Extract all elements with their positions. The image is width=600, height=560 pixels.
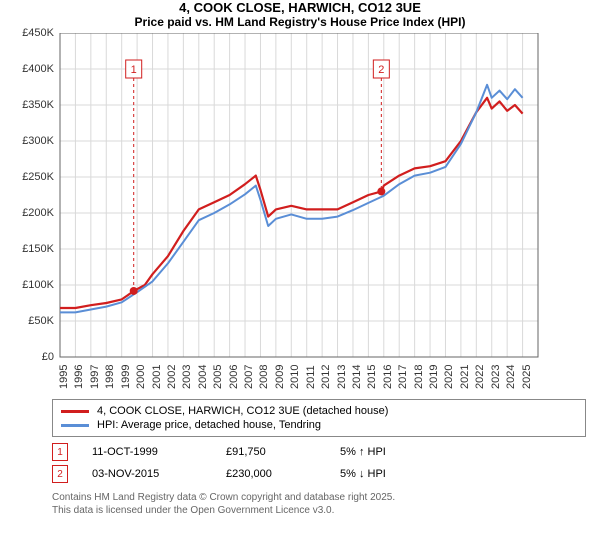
x-tick-label: 2005 xyxy=(212,365,224,389)
line-chart: 1 2 £0 £50K £100K £150K £200K £250K £300K £350K £4… xyxy=(14,33,590,393)
legend: 4, COOK CLOSE, HARWICH, CO12 3UE (detach… xyxy=(52,399,586,437)
y-tick-label: £400K xyxy=(14,63,54,75)
x-tick-label: 1999 xyxy=(120,365,132,389)
x-tick-label: 2017 xyxy=(397,365,409,389)
x-tick-label: 2006 xyxy=(228,365,240,389)
chart-title-line2: Price paid vs. HM Land Registry's House … xyxy=(0,15,600,29)
event-date: 03-NOV-2015 xyxy=(92,468,202,480)
x-tick-label: 2003 xyxy=(181,365,193,389)
legend-item: 4, COOK CLOSE, HARWICH, CO12 3UE (detach… xyxy=(61,404,577,418)
svg-text:1: 1 xyxy=(131,64,137,76)
x-tick-label: 2025 xyxy=(521,365,533,389)
legend-label: 4, COOK CLOSE, HARWICH, CO12 3UE (detach… xyxy=(97,405,388,417)
x-tick-label: 1996 xyxy=(73,365,85,389)
x-tick-label: 2022 xyxy=(474,365,486,389)
event-date: 11-OCT-1999 xyxy=(92,446,202,458)
legend-item: HPI: Average price, detached house, Tend… xyxy=(61,418,577,432)
x-tick-label: 2021 xyxy=(459,365,471,389)
x-tick-label: 1998 xyxy=(104,365,116,389)
y-tick-label: £300K xyxy=(14,135,54,147)
x-tick-label: 2015 xyxy=(366,365,378,389)
x-tick-label: 2007 xyxy=(243,365,255,389)
x-tick-label: 2016 xyxy=(382,365,394,389)
y-tick-label: £150K xyxy=(14,243,54,255)
legend-label: HPI: Average price, detached house, Tend… xyxy=(97,419,321,431)
event-marker-icon: 1 xyxy=(52,443,68,461)
event-marker-icon: 2 xyxy=(52,465,68,483)
y-tick-label: £250K xyxy=(14,171,54,183)
y-tick-label: £450K xyxy=(14,27,54,39)
chart-title-line1: 4, COOK CLOSE, HARWICH, CO12 3UE xyxy=(0,0,600,15)
y-tick-label: £100K xyxy=(14,279,54,291)
x-tick-label: 2009 xyxy=(274,365,286,389)
x-tick-label: 2002 xyxy=(166,365,178,389)
y-tick-label: £0 xyxy=(14,351,54,363)
x-tick-label: 2018 xyxy=(413,365,425,389)
x-tick-label: 1995 xyxy=(58,365,70,389)
x-tick-label: 2001 xyxy=(151,365,163,389)
event-table: 1 11-OCT-1999 £91,750 5% ↑ HPI 2 03-NOV-… xyxy=(52,441,586,485)
x-tick-label: 2020 xyxy=(443,365,455,389)
x-tick-label: 2012 xyxy=(320,365,332,389)
x-tick-label: 2024 xyxy=(505,365,517,389)
x-tick-label: 2004 xyxy=(197,365,209,389)
y-tick-label: £350K xyxy=(14,99,54,111)
event-delta: 5% ↓ HPI xyxy=(340,468,386,480)
event-delta: 5% ↑ HPI xyxy=(340,446,386,458)
x-tick-label: 2019 xyxy=(428,365,440,389)
event-price: £91,750 xyxy=(226,446,316,458)
x-tick-label: 2011 xyxy=(305,365,317,389)
x-tick-label: 2008 xyxy=(258,365,270,389)
x-tick-label: 2013 xyxy=(336,365,348,389)
x-tick-label: 2000 xyxy=(135,365,147,389)
x-tick-label: 2023 xyxy=(490,365,502,389)
x-tick-label: 2014 xyxy=(351,365,363,389)
x-tick-label: 2010 xyxy=(289,365,301,389)
event-row: 1 11-OCT-1999 £91,750 5% ↑ HPI xyxy=(52,441,586,463)
legend-swatch xyxy=(61,410,89,413)
x-tick-label: 1997 xyxy=(89,365,101,389)
event-row: 2 03-NOV-2015 £230,000 5% ↓ HPI xyxy=(52,463,586,485)
event-price: £230,000 xyxy=(226,468,316,480)
svg-text:2: 2 xyxy=(378,64,384,76)
attribution: Contains HM Land Registry data © Crown c… xyxy=(52,491,586,517)
y-tick-label: £50K xyxy=(14,315,54,327)
y-tick-label: £200K xyxy=(14,207,54,219)
legend-swatch xyxy=(61,424,89,427)
